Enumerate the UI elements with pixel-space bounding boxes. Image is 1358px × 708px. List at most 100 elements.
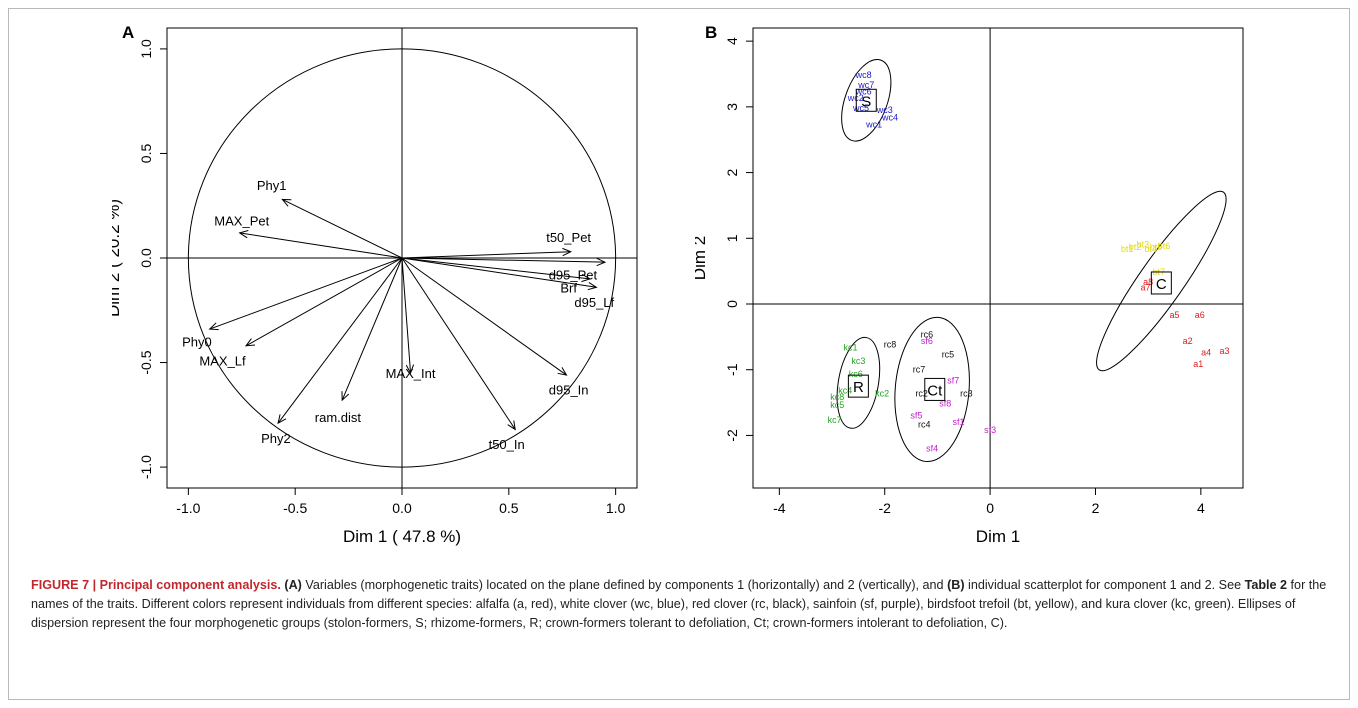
individual-point-label: kc2: [875, 389, 889, 399]
variable-label: t50_In: [489, 437, 525, 452]
individual-point-label: a1: [1193, 359, 1203, 369]
vector-arrowhead: [405, 364, 415, 375]
vector-arrowhead: [596, 257, 607, 267]
variable-label: MAX_Pet: [214, 213, 269, 228]
caption-part-b-text: individual scatterplot for component 1 a…: [964, 578, 1245, 592]
variable-vector: [209, 257, 403, 330]
individual-point-label: kc8: [830, 392, 844, 402]
individual-point-label: bt5: [1150, 242, 1163, 252]
individual-point-label: sf7: [947, 376, 959, 386]
individual-point-label: kc7: [828, 415, 842, 425]
individual-point-label: sf6: [921, 336, 933, 346]
individual-point-label: kc6: [849, 369, 863, 379]
variable-label: Phy2: [261, 431, 291, 446]
x-tick-label: -0.5: [283, 500, 307, 516]
panel-b-individuals-scatterplot: -4 -2 0 2 4 -2 -1 0 1 2 3 4 Dim 1 Dim 2 Ba1 a2 a3 a4 a5 a6 a…: [695, 23, 1244, 546]
individual-point-label: rc7: [913, 364, 926, 374]
vector-arrowhead: [277, 414, 287, 425]
y-tick-label: -0.5: [138, 350, 154, 374]
group-dispersion-ellipse: [836, 336, 881, 429]
panel-label: B: [705, 23, 717, 42]
group-label: Ct: [927, 382, 943, 399]
y-tick-label: -1: [724, 363, 740, 376]
group-label: R: [853, 379, 864, 396]
x-axis-label: Dim 1 ( 47.8 %): [343, 527, 461, 546]
x-tick-label: -2: [878, 500, 891, 516]
individual-point-label: wc4: [881, 113, 898, 123]
y-tick-label: 1: [724, 234, 740, 242]
variable-vector: [401, 257, 516, 430]
individual-point-label: bt3: [1137, 240, 1150, 250]
individual-point-label: wc8: [855, 70, 872, 80]
vector-arrowhead: [507, 420, 516, 431]
variable-vector: [401, 251, 571, 259]
variable-label: d95_In: [549, 383, 589, 398]
vector-arrowhead: [587, 281, 598, 291]
x-tick-label: 0.0: [392, 500, 412, 516]
vector-arrowhead: [562, 247, 572, 257]
individual-point-label: rc8: [884, 339, 897, 349]
y-tick-label: -2: [724, 429, 740, 442]
individual-point-label: wc3: [876, 105, 893, 115]
caption-title: Principal component analysis.: [99, 578, 281, 592]
y-axis-label: Dim 2: [695, 236, 709, 280]
x-axis-label: Dim 1: [976, 527, 1020, 546]
variable-vector: [239, 232, 403, 259]
individual-point-label: sf5: [910, 410, 922, 420]
variable-label: MAX_Lf: [199, 353, 246, 368]
vector-arrowhead: [281, 198, 292, 207]
individual-point-label: bt1: [1121, 244, 1134, 254]
individual-point-label: kc4: [838, 385, 852, 395]
y-tick-label: 4: [724, 37, 740, 45]
individual-point-label: a6: [1195, 310, 1205, 320]
y-tick-label: 0.0: [138, 248, 154, 268]
individual-point-label: wc5: [852, 103, 869, 113]
caption-part-a-text: Variables (morphogenetic traits) located…: [301, 578, 944, 592]
individual-point-label: wc7: [857, 80, 874, 90]
individual-point-label: sf8: [939, 399, 951, 409]
individual-point-label: kc5: [830, 400, 844, 410]
individual-point-label: a8: [1143, 277, 1153, 287]
caption-part-b-ref: (B): [947, 578, 965, 592]
individual-point-label: rc4: [918, 420, 931, 430]
correlation-circle: [187, 48, 617, 468]
vector-arrowhead: [341, 391, 350, 402]
y-axis-label: Dim 2 ( 20.2 %): [112, 199, 123, 317]
variable-vector: [341, 257, 403, 401]
variable-vector: [401, 257, 597, 288]
vector-arrowhead: [244, 338, 256, 347]
group-centroid-box: [924, 377, 946, 401]
individual-point-label: rc5: [942, 349, 955, 359]
individual-point-label: kc1: [843, 343, 857, 353]
caption-part-a-ref: (A): [284, 578, 302, 592]
x-tick-label: 2: [1092, 500, 1100, 516]
y-tick-label: 1.0: [138, 39, 154, 59]
variable-vector: [277, 257, 403, 424]
group-centroid-box: [847, 374, 869, 398]
group-centroid-box: [855, 88, 877, 112]
variable-label: ram.dist: [315, 410, 362, 425]
variable-vector: [401, 257, 412, 374]
group-label: C: [1156, 276, 1167, 293]
individual-point-label: wc2: [847, 93, 864, 103]
individual-point-label: wc1: [865, 119, 882, 129]
variable-vector: [401, 257, 591, 280]
variable-vector: [401, 257, 605, 263]
x-tick-label: -4: [773, 500, 786, 516]
x-tick-label: 1.0: [606, 500, 626, 516]
variable-label: Phy1: [257, 178, 287, 193]
variable-label: MAX_Int: [386, 366, 436, 381]
individual-point-label: rc2: [915, 389, 928, 399]
panel-a-inset-box: [207, 38, 262, 80]
individual-point-label: a4: [1201, 347, 1211, 357]
individual-point-label: sf1: [952, 417, 964, 427]
vector-arrowhead: [238, 230, 249, 239]
y-tick-label: 3: [724, 103, 740, 111]
individual-point-label: a7: [1141, 282, 1151, 292]
plot-box: [752, 27, 1244, 489]
individual-point-label: bt6: [1158, 241, 1171, 251]
vector-arrowhead: [581, 273, 592, 283]
individual-point-label: bt2: [1129, 242, 1142, 252]
y-tick-label: 0.5: [138, 144, 154, 164]
y-tick-label: -1.0: [138, 455, 154, 479]
